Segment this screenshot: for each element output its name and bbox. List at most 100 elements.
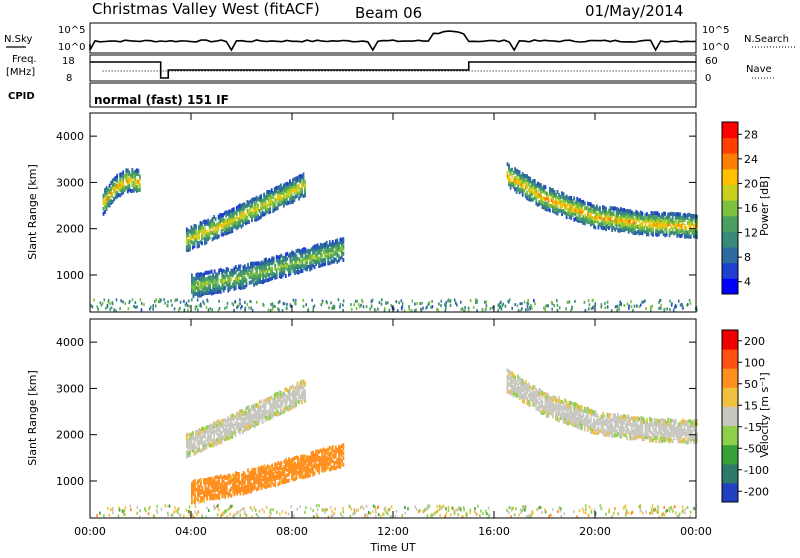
- heatmap-cell: [124, 174, 126, 178]
- heatmap-cell: [529, 190, 531, 194]
- heatmap-cell: [206, 443, 208, 447]
- heatmap-cell: [99, 512, 101, 515]
- heatmap-cell: [521, 302, 523, 305]
- heatmap-cell: [358, 303, 360, 306]
- heatmap-cell: [186, 509, 188, 512]
- heatmap-cell: [605, 207, 607, 211]
- heatmap-cell: [288, 479, 290, 483]
- freq-tick-top: 18: [62, 56, 75, 67]
- heatmap-cell: [436, 505, 438, 508]
- heatmap-cell: [366, 305, 368, 308]
- heatmap-cell: [297, 257, 299, 261]
- heatmap-cell: [195, 437, 197, 441]
- heatmap-cell: [93, 299, 95, 302]
- heatmap-cell: [197, 299, 199, 302]
- heatmap-cell: [343, 299, 345, 302]
- heatmap-cell: [226, 476, 228, 480]
- heatmap-cell: [564, 512, 566, 515]
- heatmap-cell: [547, 304, 549, 307]
- heatmap-cell: [660, 215, 662, 219]
- heatmap-cell: [620, 222, 622, 226]
- heatmap-cell: [529, 177, 531, 181]
- heatmap-cell: [552, 415, 554, 419]
- heatmap-cell: [681, 440, 683, 444]
- heatmap-cell: [286, 257, 288, 261]
- heatmap-cell: [615, 305, 617, 308]
- heatmap-cell: [285, 274, 287, 278]
- heatmap-cell: [674, 505, 676, 508]
- heatmap-cell: [590, 424, 592, 428]
- heatmap-cell: [544, 308, 546, 311]
- heatmap-cell: [208, 509, 210, 512]
- heatmap-cell: [206, 496, 208, 500]
- heatmap-cell: [107, 507, 109, 510]
- heatmap-cell: [270, 303, 272, 306]
- heatmap-cell: [631, 305, 633, 308]
- nave-tick-bottom: 0: [705, 73, 711, 84]
- heatmap-cell: [283, 302, 285, 305]
- heatmap-cell: [528, 302, 530, 305]
- heatmap-cell: [336, 465, 338, 469]
- heatmap-cell: [297, 456, 299, 460]
- heatmap-cell: [129, 301, 131, 304]
- heatmap-cell: [243, 507, 245, 510]
- heatmap-cell: [247, 425, 249, 429]
- heatmap-cell: [246, 485, 248, 489]
- heatmap-cell: [194, 492, 196, 496]
- nave-label: Nave: [746, 64, 772, 75]
- heatmap-cell: [256, 196, 258, 200]
- heatmap-cell: [431, 513, 433, 516]
- heatmap-cell: [186, 245, 188, 249]
- heatmap-cell: [660, 307, 662, 310]
- heatmap-cell: [675, 419, 677, 423]
- heatmap-cell: [645, 307, 647, 310]
- heatmap-cell: [640, 304, 642, 307]
- heatmap-cell: [522, 193, 524, 197]
- heatmap-cell: [548, 198, 550, 202]
- heatmap-cell: [124, 302, 126, 305]
- heatmap-cell: [206, 487, 208, 491]
- heatmap-cell: [247, 216, 249, 220]
- heatmap-cell: [180, 301, 182, 304]
- heatmap-cell: [195, 451, 197, 455]
- heatmap-cell: [196, 286, 198, 290]
- heatmap-cell: [519, 180, 521, 184]
- heatmap-cell: [464, 306, 466, 309]
- heatmap-cell: [651, 430, 653, 434]
- heatmap-cell: [206, 230, 208, 234]
- heatmap-cell: [682, 506, 684, 509]
- heatmap-cell: [317, 464, 319, 468]
- heatmap-cell: [589, 506, 591, 509]
- heatmap-cell: [529, 403, 531, 407]
- heatmap-cell: [248, 306, 250, 309]
- heatmap-cell: [317, 508, 319, 511]
- date-label: 01/May/2014: [585, 2, 683, 20]
- heatmap-cell: [632, 309, 634, 312]
- heatmap-cell: [378, 513, 380, 516]
- heatmap-cell: [450, 513, 452, 516]
- heatmap-cell: [260, 400, 262, 404]
- heatmap-cell: [247, 406, 249, 410]
- heatmap-cell: [167, 513, 169, 516]
- heatmap-cell: [416, 302, 418, 305]
- heatmap-cell: [206, 478, 208, 482]
- heatmap-cell: [266, 411, 268, 415]
- heatmap-cell: [192, 431, 194, 435]
- heatmap-cell: [579, 198, 581, 202]
- heatmap-cell: [177, 511, 179, 514]
- heatmap-cell: [641, 301, 643, 304]
- heatmap-cell: [276, 475, 278, 479]
- nsky-trace: [90, 31, 696, 50]
- heatmap-cell: [655, 509, 657, 512]
- heatmap-cell: [557, 510, 559, 513]
- heatmap-cell: [206, 507, 208, 510]
- heatmap-cell: [675, 511, 677, 514]
- heatmap-cell: [186, 451, 188, 455]
- heatmap-cell: [571, 307, 573, 310]
- heatmap-cell: [330, 301, 332, 304]
- heatmap-cell: [560, 195, 562, 199]
- heatmap-cell: [141, 302, 143, 305]
- heatmap-cell: [342, 304, 344, 307]
- heatmap-cell: [178, 507, 180, 510]
- nave-tick-top: 60: [705, 56, 718, 67]
